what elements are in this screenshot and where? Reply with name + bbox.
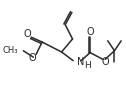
Text: O: O xyxy=(29,53,36,63)
Text: O: O xyxy=(101,58,109,68)
Text: N: N xyxy=(77,57,84,67)
Text: O: O xyxy=(24,29,32,39)
Text: H: H xyxy=(84,61,91,70)
Text: CH₃: CH₃ xyxy=(3,46,18,55)
Text: O: O xyxy=(86,27,94,37)
